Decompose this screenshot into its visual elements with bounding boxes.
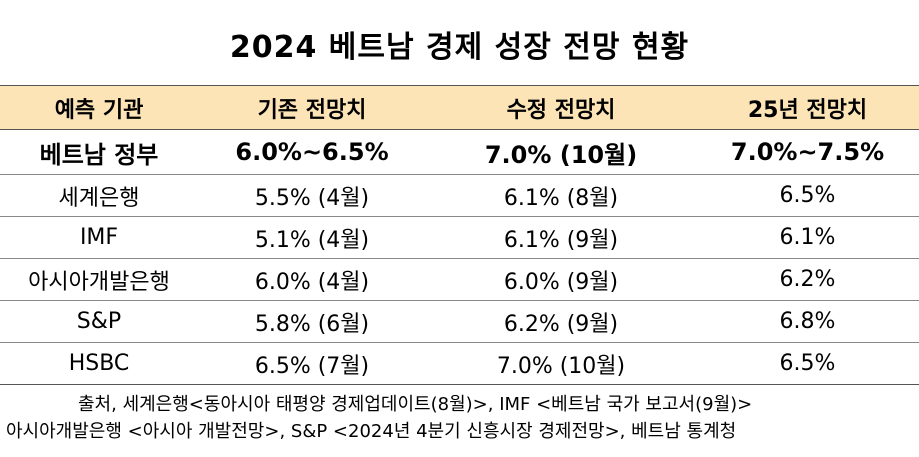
forecast-2025-cell: 6.5%: [696, 174, 919, 217]
forecast-2025-cell: 6.1%: [696, 216, 919, 259]
institution-cell: S&P: [0, 300, 198, 343]
revised-cell: 6.0% (9월): [426, 258, 696, 301]
table-row: 세계은행 5.5% (4월) 6.1% (8월) 6.5%: [0, 174, 919, 217]
previous-cell: 6.0% (4월): [198, 258, 426, 301]
table-row: S&P 5.8% (6월) 6.2% (9월) 6.8%: [0, 300, 919, 343]
header-revised-forecast: 수정 전망치: [426, 85, 696, 130]
previous-cell: 6.5% (7월): [198, 342, 426, 385]
revised-cell: 7.0% (10월): [426, 129, 696, 175]
source-line-2: 아시아개발은행 <아시아 개발전망>, S&P <2024년 4분기 신흥시장 …: [6, 421, 737, 442]
institution-cell: 세계은행: [0, 174, 198, 217]
header-previous-forecast: 기존 전망치: [198, 85, 426, 130]
institution-cell: IMF: [0, 216, 198, 259]
table-row: 베트남 정부 6.0%~6.5% 7.0% (10월) 7.0%~7.5%: [0, 129, 919, 175]
table-row: IMF 5.1% (4월) 6.1% (9월) 6.1%: [0, 216, 919, 259]
source-line-1: 출처, 세계은행<동아시아 태평양 경제업데이트(8월)>, IMF <베트남 …: [78, 394, 753, 415]
previous-cell: 5.8% (6월): [198, 300, 426, 343]
institution-cell: 아시아개발은행: [0, 258, 198, 301]
forecast-table: 예측 기관 기존 전망치 수정 전망치 25년 전망치 베트남 정부 6.0%~…: [0, 85, 919, 385]
previous-cell: 5.1% (4월): [198, 216, 426, 259]
forecast-2025-cell: 6.5%: [696, 342, 919, 385]
forecast-2025-cell: 6.2%: [696, 258, 919, 301]
header-institution: 예측 기관: [0, 85, 198, 130]
revised-cell: 7.0% (10월): [426, 342, 696, 385]
page-title: 2024 베트남 경제 성장 전망 현황: [229, 30, 690, 65]
revised-cell: 6.1% (9월): [426, 216, 696, 259]
table-header-row: 예측 기관 기존 전망치 수정 전망치 25년 전망치: [0, 85, 919, 130]
table-row: 아시아개발은행 6.0% (4월) 6.0% (9월) 6.2%: [0, 258, 919, 301]
previous-cell: 5.5% (4월): [198, 174, 426, 217]
revised-cell: 6.1% (8월): [426, 174, 696, 217]
institution-cell: HSBC: [0, 342, 198, 385]
forecast-2025-cell: 6.8%: [696, 300, 919, 343]
source-note: 출처, 세계은행<동아시아 태평양 경제업데이트(8월)>, IMF <베트남 …: [0, 391, 919, 445]
header-2025-forecast: 25년 전망치: [696, 85, 919, 130]
table-row: HSBC 6.5% (7월) 7.0% (10월) 6.5%: [0, 342, 919, 385]
previous-cell: 6.0%~6.5%: [198, 129, 426, 175]
forecast-2025-cell: 7.0%~7.5%: [696, 129, 919, 175]
institution-cell: 베트남 정부: [0, 129, 198, 175]
revised-cell: 6.2% (9월): [426, 300, 696, 343]
